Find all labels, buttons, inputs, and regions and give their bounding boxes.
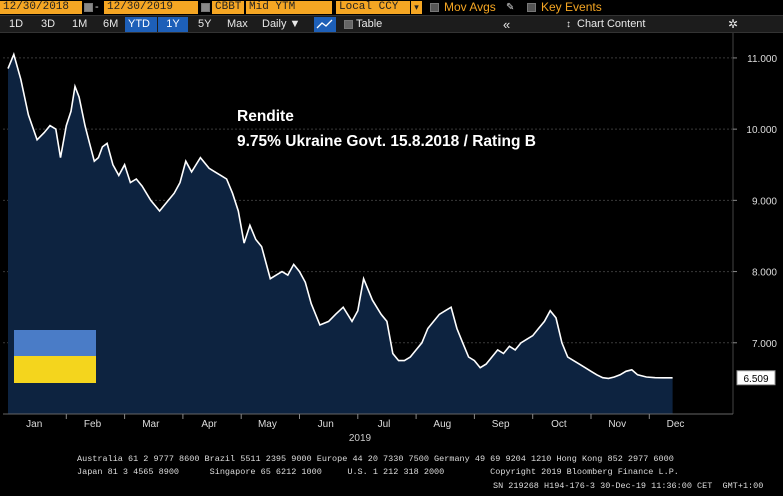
key-events-label[interactable]: Key Events: [541, 0, 602, 14]
start-date-field[interactable]: 12/30/2018: [0, 1, 82, 14]
x-tick-label: Apr: [201, 419, 217, 430]
last-value-label: 6.509: [743, 374, 768, 385]
range-button-6m[interactable]: 6M: [103, 18, 119, 30]
chart-area: 11.000 10.000 9.000 8.000 7.000 Jan Feb Mar Apr…: [0, 33, 783, 455]
chart-content-icon[interactable]: ↕: [566, 19, 571, 30]
end-date-field[interactable]: 12/30/2019: [104, 1, 198, 14]
x-tick-label: Mar: [142, 419, 160, 430]
start-date-calendar-icon[interactable]: [84, 3, 93, 12]
currency-dropdown-icon[interactable]: ▾: [411, 1, 422, 14]
settings-icon[interactable]: ✲: [728, 17, 739, 31]
y-tick-label: 9.000: [752, 196, 777, 207]
table-button[interactable]: Table: [356, 18, 383, 30]
range-toolbar: 1D 3D 1M 6M YTD 1Y 5Y Max Daily ▼ Table …: [0, 15, 783, 33]
x-tick-label: Nov: [608, 419, 626, 430]
footer: Australia 61 2 9777 8600 Brazil 5511 239…: [0, 450, 783, 496]
x-tick-label: Jul: [378, 419, 391, 430]
table-icon[interactable]: [344, 20, 353, 29]
x-tick-label: Oct: [551, 419, 567, 430]
x-tick-label: Dec: [667, 419, 685, 430]
range-button-5y[interactable]: 5Y: [198, 18, 212, 30]
range-button-3d[interactable]: 3D: [41, 18, 56, 30]
end-date-calendar-icon[interactable]: [201, 3, 210, 12]
measure-field[interactable]: Mid YTM: [246, 1, 332, 14]
y-tick-label: 8.000: [752, 268, 777, 279]
footer-contacts-line2: Japan 81 3 4565 8900 Singapore 65 6212 1…: [77, 467, 679, 477]
collapse-icon[interactable]: «: [503, 17, 511, 32]
line-chart-icon[interactable]: [314, 17, 336, 32]
x-axis-year-label: 2019: [349, 433, 372, 444]
x-tick-label: Jan: [26, 419, 42, 430]
x-tick-label: Jun: [318, 419, 334, 430]
yield-area: [8, 54, 673, 415]
yield-series-line: [7, 51, 673, 380]
yield-chart: 11.000 10.000 9.000 8.000 7.000 Jan Feb Mar Apr…: [0, 33, 783, 450]
mov-avgs-edit-icon[interactable]: ✎: [506, 2, 515, 13]
y-tick-label: 11.000: [747, 54, 777, 65]
annotation-title: Rendite: [237, 108, 294, 125]
annotation-subtitle: 9.75% Ukraine Govt. 15.8.2018 / Rating B: [237, 133, 536, 150]
footer-contacts-line1: Australia 61 2 9777 8600 Brazil 5511 239…: [77, 454, 674, 464]
y-tick-label: 10.000: [746, 125, 777, 136]
ukraine-flag-icon: [14, 330, 96, 383]
x-tick-label: May: [258, 419, 277, 430]
range-button-1m[interactable]: 1M: [72, 18, 88, 30]
key-events-checkbox[interactable]: [527, 3, 536, 12]
chart-content-button[interactable]: Chart Content: [577, 18, 646, 30]
range-button-1d[interactable]: 1D: [9, 18, 24, 30]
range-button-ytd[interactable]: YTD: [125, 17, 157, 32]
date-range-dash: -: [95, 1, 99, 13]
mov-avgs-checkbox[interactable]: [430, 3, 439, 12]
range-button-1y[interactable]: 1Y: [158, 17, 188, 32]
x-tick-label: Feb: [84, 419, 102, 430]
last-value-tag: 6.509: [736, 370, 776, 386]
top-toolbar: 12/30/2018 - 12/30/2019 CBBT Mid YTM Loc…: [0, 0, 783, 15]
frequency-dropdown[interactable]: Daily ▼: [262, 18, 301, 30]
x-tick-label: Aug: [433, 419, 451, 430]
mov-avgs-label[interactable]: Mov Avgs: [444, 0, 496, 14]
range-button-max[interactable]: Max: [227, 18, 248, 30]
footer-session-info: SN 219268 H194-176-3 30-Dec-19 11:36:00 …: [493, 481, 764, 491]
currency-field[interactable]: Local CCY: [336, 1, 410, 14]
y-tick-label: 7.000: [752, 339, 777, 350]
ticker-field[interactable]: CBBT: [212, 1, 244, 14]
x-tick-label: Sep: [492, 419, 510, 430]
